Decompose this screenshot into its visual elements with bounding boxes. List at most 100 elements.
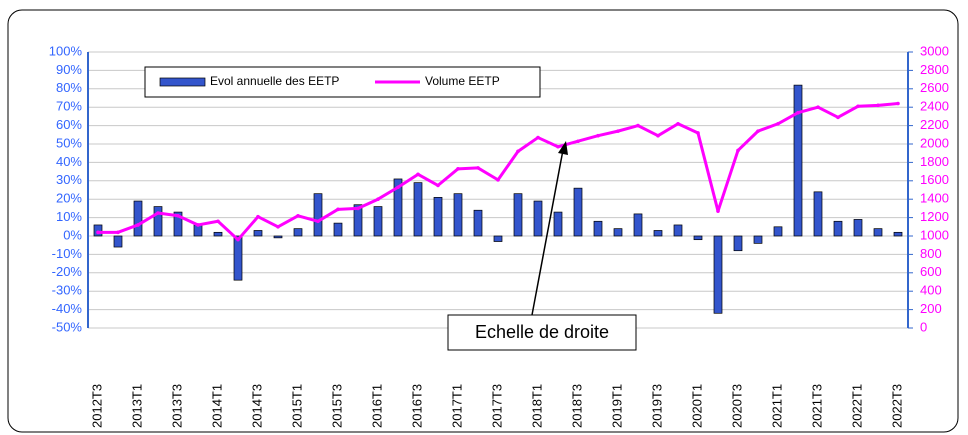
bar xyxy=(613,228,623,237)
line-point xyxy=(436,183,440,188)
bar xyxy=(313,193,323,237)
bar xyxy=(433,197,443,237)
bar xyxy=(693,235,703,241)
y2-tick-label: 800 xyxy=(920,246,942,261)
y-tick-label: -50% xyxy=(52,319,83,334)
line-point xyxy=(716,209,720,213)
x-tick-label: 2021T1 xyxy=(769,384,784,428)
bar xyxy=(373,206,383,237)
bar xyxy=(713,235,723,314)
y2-tick-label: 0 xyxy=(920,319,927,334)
annotation: Echelle de droite xyxy=(475,322,609,342)
y2-tick-label: 1000 xyxy=(920,227,949,242)
bar xyxy=(573,187,583,237)
bar xyxy=(253,230,263,237)
y2-tick-label: 200 xyxy=(920,301,942,316)
line-point xyxy=(316,219,320,224)
bar xyxy=(493,235,503,242)
bar xyxy=(93,224,103,237)
x-tick-label: 2017T1 xyxy=(449,384,464,428)
y-tick-label: 70% xyxy=(56,99,82,114)
arrow-head xyxy=(558,141,568,155)
y2-tick-label: 2800 xyxy=(920,62,949,77)
line-point xyxy=(636,123,640,128)
line-point xyxy=(536,135,540,140)
marks-layer xyxy=(93,84,903,314)
x-tick-label: 2022T3 xyxy=(889,384,904,428)
x-tick-label: 2014T3 xyxy=(249,384,264,428)
x-tick-label: 2015T3 xyxy=(329,384,344,428)
bar xyxy=(893,231,903,237)
bar xyxy=(753,235,763,244)
bar xyxy=(173,211,183,237)
line-point xyxy=(276,225,280,229)
line-point xyxy=(96,230,100,235)
y-tick-label: 100% xyxy=(49,43,83,58)
bar xyxy=(473,209,483,237)
bar xyxy=(873,228,883,237)
x-tick-label: 2012T3 xyxy=(89,384,104,428)
line-point xyxy=(176,213,180,218)
bar xyxy=(273,235,283,239)
y2-tick-label: 1200 xyxy=(920,209,949,224)
line-point xyxy=(596,133,600,138)
line-point xyxy=(296,213,300,218)
line-point xyxy=(336,207,340,212)
y-tick-label: -20% xyxy=(52,264,83,279)
y-tick-label: -10% xyxy=(52,246,83,261)
bar xyxy=(353,204,363,237)
line-point xyxy=(756,129,760,133)
line-point xyxy=(156,211,160,215)
line-point xyxy=(496,178,500,182)
x-tick-label: 2014T1 xyxy=(209,384,224,428)
y-tick-label: 10% xyxy=(56,209,82,224)
bar xyxy=(833,220,843,237)
x-tick-label: 2016T3 xyxy=(409,384,424,428)
annotation-arrow xyxy=(531,149,564,316)
bar xyxy=(513,193,523,237)
bar xyxy=(133,200,143,237)
x-tick-label: 2022T1 xyxy=(849,384,864,428)
bar xyxy=(413,182,423,237)
y-tick-label: 50% xyxy=(56,135,82,150)
line-point xyxy=(116,230,120,235)
line-point xyxy=(816,105,820,109)
y2-tick-label: 2200 xyxy=(920,117,949,132)
bar xyxy=(233,235,243,281)
line-point xyxy=(696,131,700,135)
line-point xyxy=(896,101,900,106)
x-tick-label: 2013T3 xyxy=(169,384,184,428)
line-point xyxy=(376,197,380,201)
line-point xyxy=(256,214,260,219)
x-tick-label: 2016T1 xyxy=(369,384,384,428)
bar xyxy=(793,84,803,237)
line-point xyxy=(396,185,400,190)
y-tick-label: 90% xyxy=(56,62,82,77)
y2-tick-label: 1600 xyxy=(920,172,949,187)
line-point xyxy=(476,166,480,170)
y2-tick-label: 1400 xyxy=(920,191,949,206)
y2-tick-label: 1800 xyxy=(920,154,949,169)
line-point xyxy=(676,121,680,126)
line-point xyxy=(416,172,420,177)
line-point xyxy=(836,115,840,120)
y-tick-label: 0% xyxy=(63,227,82,242)
bar xyxy=(553,211,563,237)
line-point xyxy=(216,219,220,224)
y-tick-label: 40% xyxy=(56,154,82,169)
y-tick-label: 60% xyxy=(56,117,82,132)
y2-tick-label: 2600 xyxy=(920,80,949,95)
bar xyxy=(653,230,663,237)
line-point xyxy=(236,237,240,242)
line-point xyxy=(516,149,520,154)
y-tick-label: 80% xyxy=(56,80,82,95)
bar xyxy=(773,226,783,237)
line-point xyxy=(136,223,140,227)
bar xyxy=(153,206,163,237)
x-tick-label: 2019T3 xyxy=(649,384,664,428)
x-tick-label: 2020T1 xyxy=(689,384,704,428)
y2-tick-label: 400 xyxy=(920,283,942,298)
x-tick-label: 2017T3 xyxy=(489,384,504,428)
